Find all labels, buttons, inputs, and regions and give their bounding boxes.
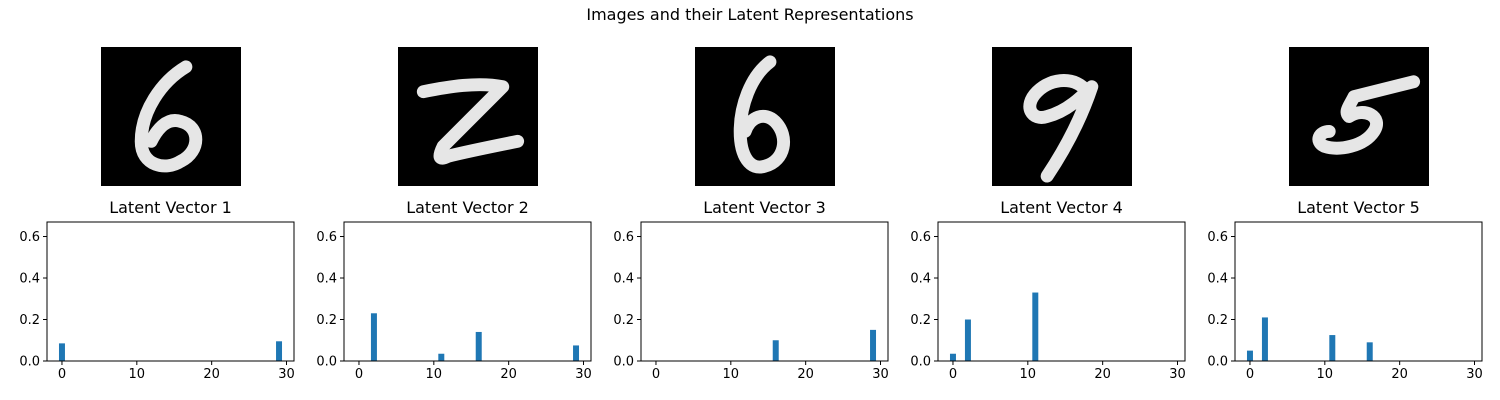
y-tick-label-5-0: 0.0 bbox=[1207, 355, 1228, 370]
x-tick-label-4-20: 20 bbox=[1094, 367, 1111, 382]
x-tick-label-4-0: 0 bbox=[949, 367, 957, 382]
bar-2-11 bbox=[438, 353, 445, 361]
plot-title-2: Latent Vector 2 bbox=[406, 198, 529, 217]
digit-image-1 bbox=[101, 47, 241, 186]
y-tick-label-3-0.2: 0.2 bbox=[613, 313, 634, 328]
y-tick-label-3-0: 0.0 bbox=[613, 355, 634, 370]
x-tick-label-5-30: 30 bbox=[1466, 367, 1483, 382]
digit-image-4 bbox=[992, 47, 1132, 186]
x-tick-label-5-10: 10 bbox=[1317, 367, 1334, 382]
bar-1-29 bbox=[276, 341, 283, 361]
x-tick-label-4-10: 10 bbox=[1020, 367, 1037, 382]
digit-image-5 bbox=[1289, 47, 1429, 186]
x-tick-label-4-30: 30 bbox=[1169, 367, 1186, 382]
x-tick-label-1-30: 30 bbox=[278, 367, 295, 382]
bar-5-2 bbox=[1261, 317, 1268, 361]
y-tick-label-5-0.2: 0.2 bbox=[1207, 313, 1228, 328]
plot-frame-2 bbox=[343, 221, 592, 362]
y-tick-label-1-0.4: 0.4 bbox=[19, 272, 40, 287]
y-tick-label-3-0.6: 0.6 bbox=[613, 230, 634, 245]
digit-6-glyph bbox=[733, 55, 790, 174]
x-tick-label-3-20: 20 bbox=[797, 367, 814, 382]
figure-title: Images and their Latent Representations bbox=[586, 5, 914, 24]
bar-4-2 bbox=[964, 319, 971, 361]
bar-2-16 bbox=[475, 331, 482, 361]
y-tick-label-1-0: 0.0 bbox=[19, 355, 40, 370]
bar-2-2 bbox=[370, 313, 377, 361]
digit-image-2 bbox=[398, 47, 538, 186]
x-tick-label-2-0: 0 bbox=[355, 367, 363, 382]
bar-5-0 bbox=[1246, 350, 1253, 361]
y-tick-label-1-0.2: 0.2 bbox=[19, 313, 40, 328]
x-tick-label-5-20: 20 bbox=[1391, 367, 1408, 382]
plot-frame-4 bbox=[937, 221, 1186, 362]
plot-title-4: Latent Vector 4 bbox=[1000, 198, 1123, 217]
bar-4-0 bbox=[949, 353, 956, 361]
digit-image-3 bbox=[695, 47, 835, 186]
digit-2-glyph bbox=[416, 78, 525, 165]
y-tick-label-4-0: 0.0 bbox=[910, 355, 931, 370]
plot-frame-5 bbox=[1234, 221, 1483, 362]
plot-title-3: Latent Vector 3 bbox=[703, 198, 826, 217]
x-tick-label-2-10: 10 bbox=[426, 367, 443, 382]
bar-5-11 bbox=[1329, 335, 1336, 361]
y-tick-label-4-0.4: 0.4 bbox=[910, 272, 931, 287]
bar-3-29 bbox=[870, 329, 877, 361]
x-tick-label-1-20: 20 bbox=[203, 367, 220, 382]
bar-5-16 bbox=[1366, 342, 1373, 361]
x-tick-label-2-30: 30 bbox=[575, 367, 592, 382]
x-tick-label-1-10: 10 bbox=[129, 367, 146, 382]
x-tick-label-3-10: 10 bbox=[723, 367, 740, 382]
bar-1-0 bbox=[58, 343, 65, 361]
plot-title-1: Latent Vector 1 bbox=[109, 198, 232, 217]
x-tick-label-3-30: 30 bbox=[872, 367, 889, 382]
y-tick-label-2-0.6: 0.6 bbox=[316, 230, 337, 245]
digit-9-glyph bbox=[1023, 74, 1099, 183]
y-tick-label-2-0.4: 0.4 bbox=[316, 272, 337, 287]
y-tick-label-5-0.4: 0.4 bbox=[1207, 272, 1228, 287]
bar-3-16 bbox=[772, 340, 779, 361]
y-tick-label-1-0.6: 0.6 bbox=[19, 230, 40, 245]
y-tick-label-5-0.6: 0.6 bbox=[1207, 230, 1228, 245]
digit-6-glyph bbox=[134, 60, 203, 173]
digit-5-glyph bbox=[1312, 75, 1421, 155]
plot-frame-1 bbox=[46, 221, 295, 362]
plot-title-5: Latent Vector 5 bbox=[1297, 198, 1420, 217]
plot-frame-3 bbox=[640, 221, 889, 362]
x-tick-label-3-0: 0 bbox=[652, 367, 660, 382]
y-tick-label-4-0.6: 0.6 bbox=[910, 230, 931, 245]
bar-4-11 bbox=[1032, 292, 1039, 361]
bar-2-29 bbox=[573, 345, 580, 361]
y-tick-label-2-0.2: 0.2 bbox=[316, 313, 337, 328]
x-tick-label-2-20: 20 bbox=[500, 367, 517, 382]
y-tick-label-2-0: 0.0 bbox=[316, 355, 337, 370]
x-tick-label-5-0: 0 bbox=[1246, 367, 1254, 382]
y-tick-label-3-0.4: 0.4 bbox=[613, 272, 634, 287]
y-tick-label-4-0.2: 0.2 bbox=[910, 313, 931, 328]
x-tick-label-1-0: 0 bbox=[58, 367, 66, 382]
